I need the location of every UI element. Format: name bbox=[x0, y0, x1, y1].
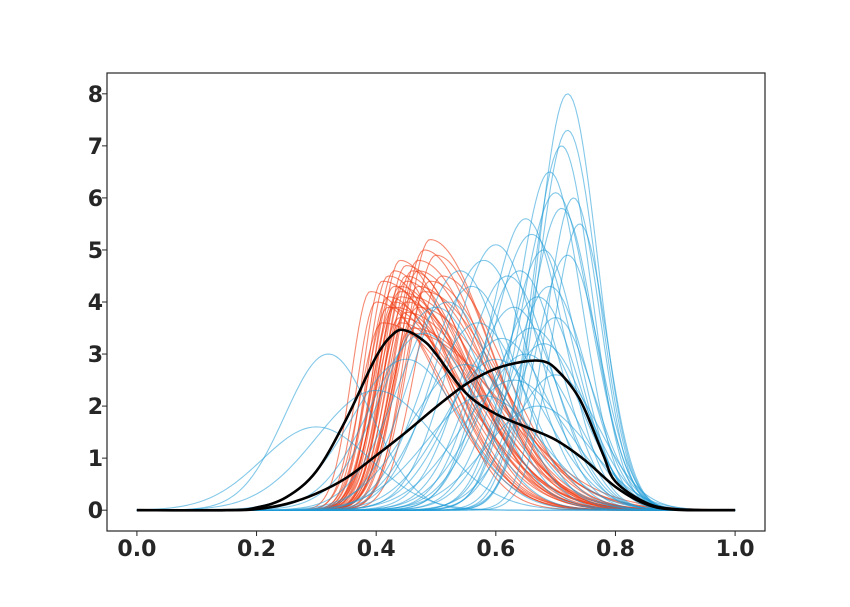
y-tick-label: 3 bbox=[88, 343, 103, 368]
x-axis-ticks: 0.0 0.2 0.4 0.6 0.8 1.0 bbox=[117, 531, 755, 562]
y-tick-label: 6 bbox=[88, 187, 103, 212]
mean-curve bbox=[136, 359, 736, 512]
x-tick-label: 0.4 bbox=[357, 537, 396, 562]
x-tick-label: 0.6 bbox=[476, 537, 515, 562]
y-tick-label: 5 bbox=[88, 239, 103, 264]
y-axis-ticks: 0 1 2 3 4 5 6 7 8 bbox=[88, 83, 107, 524]
x-tick-label: 0.2 bbox=[237, 537, 276, 562]
mean-curve bbox=[136, 328, 736, 512]
y-tick-label: 1 bbox=[88, 447, 103, 472]
y-tick-label: 2 bbox=[88, 395, 103, 420]
x-tick-label: 0.0 bbox=[117, 537, 156, 562]
blue-curve bbox=[136, 426, 736, 511]
x-tick-label: 1.0 bbox=[716, 537, 755, 562]
mean-curves bbox=[136, 328, 736, 512]
x-tick-label: 0.8 bbox=[596, 537, 635, 562]
y-tick-label: 7 bbox=[88, 135, 103, 160]
y-tick-label: 4 bbox=[88, 291, 103, 316]
y-tick-label: 8 bbox=[88, 83, 103, 108]
y-tick-label: 0 bbox=[88, 499, 103, 524]
